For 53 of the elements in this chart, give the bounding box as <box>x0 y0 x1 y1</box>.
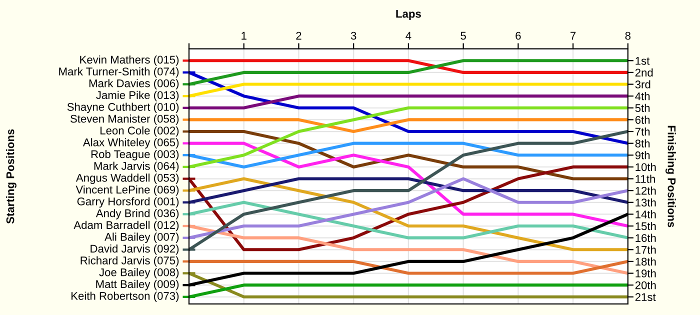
x-tick-label: 6 <box>516 32 521 40</box>
y-tick-label: 8th <box>635 139 650 148</box>
x-tick-label: 5 <box>460 32 466 40</box>
text: Starting Positions <box>6 129 16 224</box>
y-tick-label: 9th <box>635 151 650 160</box>
y-tick-label: 4th <box>635 92 650 100</box>
y-tick-label: 13th <box>636 198 656 207</box>
legend-label: Mark Davies (006) <box>89 79 179 90</box>
legend-label: Steven Manister (058) <box>70 114 179 125</box>
y-tick-label: 6th <box>635 116 650 124</box>
y-tick-label: 15th <box>636 222 656 230</box>
y-tick-label: 16th <box>636 234 656 242</box>
legend-label: Richard Jarvis (075) <box>80 256 179 267</box>
x-tick-label: 7 <box>570 32 576 40</box>
legend-label: Leon Cole (002) <box>100 126 179 137</box>
y-tick-label: 11th <box>636 174 655 183</box>
x-axis-title: Laps <box>396 10 421 20</box>
y-tick-label: 19th <box>636 269 656 278</box>
legend-label: Kevin Mathers (015) <box>80 55 179 66</box>
x-tick-label: 2 <box>296 32 302 40</box>
y-tick-label: 1st <box>636 57 650 65</box>
legend-label: Adam Barradell (012) <box>74 220 179 232</box>
legend-label: Alax Whiteley (065) <box>82 138 179 149</box>
x-tick-label: 4 <box>406 32 412 40</box>
x-tick-label: 8 <box>625 32 631 40</box>
y-tick-label: 2nd <box>635 68 653 77</box>
legend-label: Rob Teague (003) <box>91 150 179 160</box>
legend-label: Ali Bailey (007) <box>104 232 179 244</box>
legend-label: Garry Horsford (001) <box>77 197 179 208</box>
legend-label: Vincent LePine (069) <box>76 185 179 196</box>
legend-label: David Jarvis (092) <box>90 244 179 255</box>
legend-label: Mark Jarvis (064) <box>94 162 179 172</box>
legend-label: Andy Brind (036) <box>96 209 179 220</box>
y-tick-label: 14th <box>636 210 656 218</box>
legend-label: Mark Turner-Smith (074) <box>59 67 179 78</box>
y-tick-label: 20th <box>635 281 656 290</box>
x-tick-label: 3 <box>350 32 356 40</box>
y-tick-label: 5th <box>635 104 650 112</box>
y-tick-label: 21st <box>635 293 656 302</box>
x-tick-label: 1 <box>242 32 246 40</box>
legend-label: Shayne Cuthbert (010) <box>67 102 179 114</box>
legend-label: Angus Waddell (053) <box>76 174 179 184</box>
y-tick-label: 12th <box>636 186 656 195</box>
legend-label: Keith Robertson (073) <box>71 292 179 302</box>
y-tick-label: 17th <box>636 246 656 254</box>
y-tick-label: 7th <box>635 127 650 136</box>
legend-label: Jamie Pike (013) <box>96 90 179 102</box>
legend-label: Joe Bailey (008) <box>99 268 179 278</box>
y-tick-label: 10th <box>636 162 656 172</box>
y-tick-label: 18th <box>636 257 656 266</box>
y-tick-label: 3rd <box>635 80 650 88</box>
legend-label: Matt Bailey (009) <box>96 280 179 290</box>
y2-axis-title: Finishing Positions <box>666 126 676 228</box>
